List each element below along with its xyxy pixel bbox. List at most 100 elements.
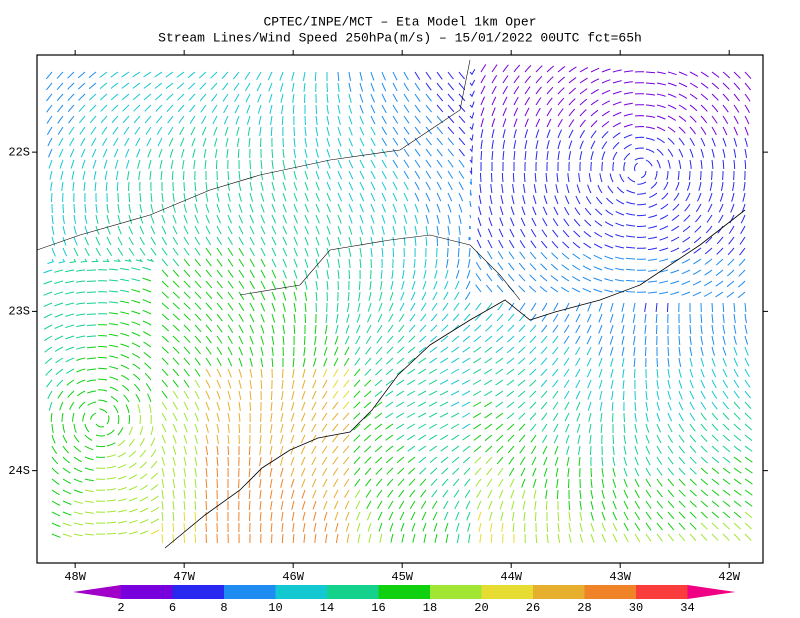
streamline <box>436 236 438 247</box>
streamline <box>342 434 350 443</box>
streamline <box>124 137 130 147</box>
streamline <box>227 247 234 256</box>
streamline <box>678 390 683 400</box>
streamline <box>71 170 75 180</box>
streamline <box>402 269 405 279</box>
streamline <box>269 445 273 455</box>
streamline <box>194 247 201 256</box>
streamline <box>612 80 622 84</box>
streamline <box>120 343 130 348</box>
streamline <box>417 390 427 396</box>
streamline <box>348 225 353 235</box>
streamline <box>593 254 603 260</box>
streamline <box>344 500 350 510</box>
streamline <box>452 478 460 487</box>
streamline <box>324 522 328 532</box>
streamline <box>216 236 223 246</box>
streamline <box>491 96 497 106</box>
streamline <box>84 247 90 257</box>
streamline <box>260 357 264 367</box>
streamline <box>326 214 331 224</box>
streamline <box>44 335 53 342</box>
streamline <box>68 126 75 135</box>
streamline <box>260 159 263 169</box>
streamline <box>269 489 273 499</box>
streamline <box>293 203 298 213</box>
streamline <box>291 82 295 92</box>
streamline <box>77 71 86 79</box>
streamline <box>172 357 180 366</box>
streamline <box>451 357 460 364</box>
streamline <box>517 357 526 365</box>
streamline <box>681 291 691 296</box>
streamline <box>520 228 526 238</box>
streamline <box>563 379 570 388</box>
plot-frame <box>36 54 764 564</box>
streamline <box>205 335 212 344</box>
streamline <box>249 346 254 356</box>
streamline <box>567 173 570 183</box>
streamline <box>281 115 284 126</box>
streamline <box>601 110 610 117</box>
streamline <box>518 285 526 293</box>
streamline <box>292 368 295 378</box>
streamline <box>183 324 191 332</box>
streamline <box>583 231 592 238</box>
streamline <box>499 500 504 510</box>
streamline <box>238 401 241 411</box>
streamline <box>497 262 504 271</box>
streamline <box>76 346 86 350</box>
streamline <box>575 324 581 334</box>
streamline <box>496 434 504 442</box>
streamline <box>564 195 570 205</box>
streamline <box>469 79 476 87</box>
streamline <box>659 258 669 262</box>
streamline <box>249 335 254 345</box>
streamline <box>442 302 449 311</box>
streamline <box>700 522 708 530</box>
streamline <box>656 489 663 498</box>
streamline <box>290 401 295 411</box>
streamline <box>238 346 243 356</box>
streamline <box>420 489 427 498</box>
streamline <box>205 357 212 366</box>
streamline <box>634 500 641 509</box>
streamline <box>428 390 438 396</box>
streamline <box>106 510 116 513</box>
streamline <box>117 463 127 469</box>
streamline <box>211 104 218 113</box>
streamline <box>268 93 273 103</box>
streamline <box>645 82 655 85</box>
streamline <box>270 412 273 422</box>
streamline <box>675 181 680 191</box>
streamline <box>282 214 287 224</box>
streamline <box>553 423 559 433</box>
streamline <box>508 262 515 271</box>
streamline <box>623 390 625 401</box>
streamline <box>733 335 737 345</box>
streamline <box>744 148 747 158</box>
streamline <box>359 214 364 224</box>
streamline <box>149 170 152 180</box>
streamline <box>458 192 464 202</box>
streamline <box>135 393 141 403</box>
streamline <box>458 137 466 146</box>
streamline <box>172 335 180 343</box>
streamline <box>612 151 618 161</box>
colorbar-label: 26 <box>526 601 540 615</box>
streamline <box>304 225 309 235</box>
streamline <box>385 423 394 430</box>
streamline <box>575 379 581 389</box>
streamline <box>671 225 680 232</box>
streamline <box>46 115 53 124</box>
streamline <box>529 379 537 387</box>
streamline <box>326 225 331 235</box>
streamline <box>458 203 463 213</box>
streamline <box>480 172 482 183</box>
streamline <box>453 291 460 301</box>
streamline <box>392 181 398 191</box>
streamline <box>365 478 372 487</box>
streamline <box>381 181 387 191</box>
streamline <box>106 454 116 458</box>
streamline <box>112 126 119 135</box>
